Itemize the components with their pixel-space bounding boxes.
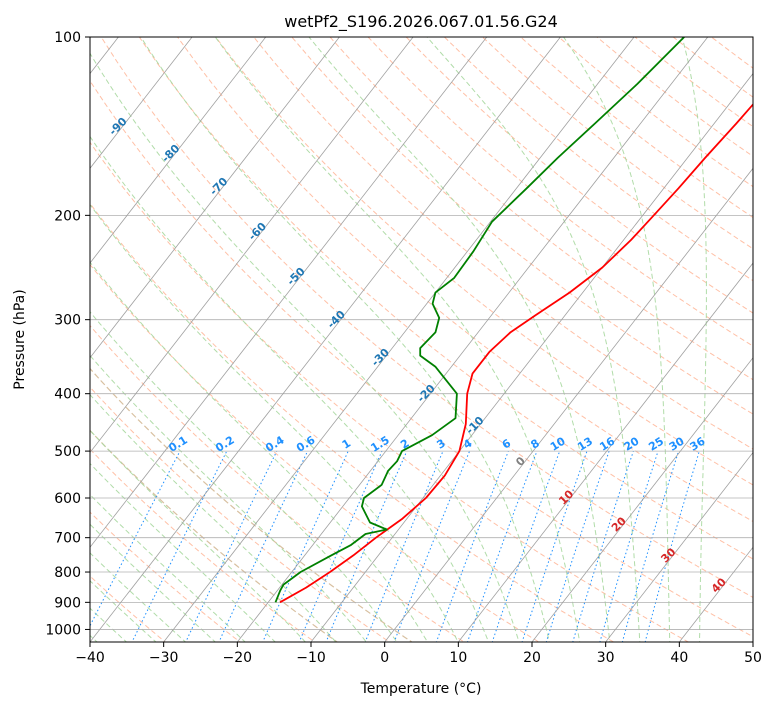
y-tick-label: 300: [54, 313, 81, 329]
x-tick-label: 50: [744, 650, 762, 666]
x-tick-label: 40: [670, 650, 688, 666]
y-tick-label: 400: [54, 387, 81, 403]
chart-title: wetPf2_S196.2026.067.01.56.G24: [284, 12, 558, 32]
x-tick-label: 30: [597, 650, 615, 666]
y-tick-label: 500: [54, 444, 81, 460]
x-tick-label: −20: [223, 650, 253, 666]
y-tick-label: 700: [54, 531, 81, 547]
y-tick-label: 800: [54, 565, 81, 581]
x-tick-label: −40: [75, 650, 105, 666]
y-tick-label: 100: [54, 30, 81, 46]
y-tick-label: 900: [54, 595, 81, 611]
x-tick-label: −10: [296, 650, 326, 666]
y-tick-label: 600: [54, 491, 81, 507]
y-axis-label: Pressure (hPa): [12, 289, 28, 389]
x-axis-label: Temperature (°C): [360, 681, 482, 697]
x-tick-label: 20: [523, 650, 541, 666]
y-tick-label: 200: [54, 208, 81, 224]
x-tick-label: 10: [449, 650, 467, 666]
x-tick-label: −30: [149, 650, 179, 666]
x-tick-label: 0: [380, 650, 389, 666]
y-tick-label: 1000: [45, 622, 81, 638]
